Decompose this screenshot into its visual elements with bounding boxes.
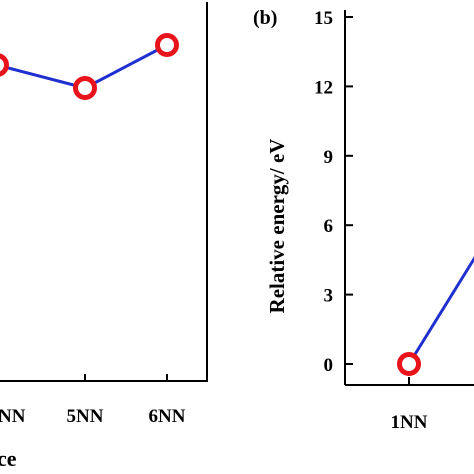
panel-b-series-path xyxy=(407,256,474,365)
panel-b-y-tick-label: 12 xyxy=(314,77,333,98)
panel-b-y-axis-label: Relative energy/ eV xyxy=(265,139,289,314)
panel-a-data-point xyxy=(155,33,179,57)
panel-b-y-tick-label: 9 xyxy=(324,147,334,168)
panel-a-x-tick-label: NN xyxy=(0,406,26,427)
panel-a-x-tick-label: 6NN xyxy=(149,406,186,427)
panel-a-x-ticks xyxy=(84,374,168,381)
panel-b-y-tick-labels: 0 3 6 9 12 15 xyxy=(314,8,333,376)
panel-b-x-tick-labels: 1NN xyxy=(391,412,428,433)
panel-b-y-tick-label: 15 xyxy=(314,8,333,29)
panel-b-x-tick-label: 1NN xyxy=(391,412,428,433)
panel-b-y-tick-label: 6 xyxy=(324,216,334,237)
panel-a: NN 5NN 6NN ce xyxy=(0,2,208,471)
panel-b-y-tick-label: 0 xyxy=(324,355,334,376)
panel-b-series-line xyxy=(407,256,474,365)
panel-a-data-point xyxy=(73,76,97,100)
panel-b: (b) Relative energy/ eV 0 3 6 9 12 15 1NN xyxy=(253,7,474,433)
panel-b-data-point xyxy=(397,352,421,376)
panel-b-series-points xyxy=(397,352,421,376)
panel-a-x-tick-label: 5NN xyxy=(67,406,104,427)
panel-a-series-points xyxy=(0,33,179,100)
panel-a-x-tick-labels: NN 5NN 6NN xyxy=(0,406,186,427)
panel-a-data-point xyxy=(0,53,9,77)
panel-b-y-ticks xyxy=(345,16,353,365)
panel-a-x-axis-label: ce xyxy=(0,446,17,471)
panel-b-y-tick-label: 3 xyxy=(324,286,334,307)
panel-b-label: (b) xyxy=(253,7,277,29)
